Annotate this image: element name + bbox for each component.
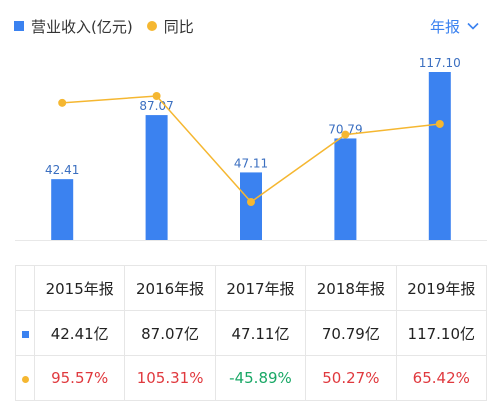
table-header: 2019年报 <box>395 265 488 311</box>
data-table: 2015年报 2016年报 2017年报 2018年报 2019年报 42.41… <box>15 265 488 401</box>
bar-value-label: 117.10 <box>419 56 461 70</box>
table-cell: -45.89% <box>214 355 307 401</box>
revenue-bar <box>428 72 451 240</box>
table-header-row: 2015年报 2016年报 2017年报 2018年报 2019年报 <box>15 265 488 311</box>
revenue-bar <box>51 179 74 240</box>
table-cell: 117.10亿 <box>395 310 488 356</box>
bar-series-icon <box>21 331 29 338</box>
table-cell: 50.27% <box>305 355 397 401</box>
line-legend-swatch <box>146 21 157 31</box>
bar-value-label: 42.41 <box>45 163 79 177</box>
revenue-row-icon <box>15 310 35 356</box>
yoy-row-icon <box>15 355 35 401</box>
table-header: 2015年报 <box>33 265 126 311</box>
bar-value-label: 87.07 <box>139 99 173 113</box>
chevron-down-icon <box>467 22 479 30</box>
line-legend-label: 同比 <box>163 17 194 36</box>
revenue-bar <box>334 138 357 240</box>
table-cell: 70.79亿 <box>305 310 397 356</box>
table-cell: 105.31% <box>124 355 216 401</box>
table-cell: 87.07亿 <box>124 310 216 356</box>
table-cell: 47.11亿 <box>214 310 307 356</box>
table-cell: 42.41亿 <box>33 310 126 356</box>
table-cell: 65.42% <box>395 355 488 401</box>
yoy-point <box>247 198 255 206</box>
yoy-point <box>152 92 161 100</box>
table-row-yoy: 95.57% 105.31% -45.89% 50.27% 65.42% <box>15 355 488 401</box>
line-series-icon <box>21 376 29 383</box>
yoy-point <box>341 130 350 139</box>
table-header: 2016年报 <box>124 265 216 311</box>
table-corner <box>15 265 35 311</box>
table-header: 2017年报 <box>214 265 307 311</box>
bar-legend-swatch <box>14 21 24 31</box>
period-selector[interactable]: 年报 <box>430 14 479 38</box>
yoy-point <box>58 98 67 107</box>
period-selector-label: 年报 <box>429 17 460 36</box>
bar-value-label: 47.11 <box>234 156 268 170</box>
revenue-bar <box>145 115 168 240</box>
chart-legend: 营业收入(亿元) 同比 <box>14 14 194 38</box>
revenue-bar <box>240 172 262 240</box>
table-cell: 95.57% <box>33 355 126 401</box>
table-header: 2018年报 <box>305 265 397 311</box>
table-row-revenue: 42.41亿 87.07亿 47.11亿 70.79亿 117.10亿 <box>15 310 488 356</box>
bar-legend-label: 营业收入(亿元) <box>31 17 133 36</box>
yoy-point <box>435 119 444 128</box>
